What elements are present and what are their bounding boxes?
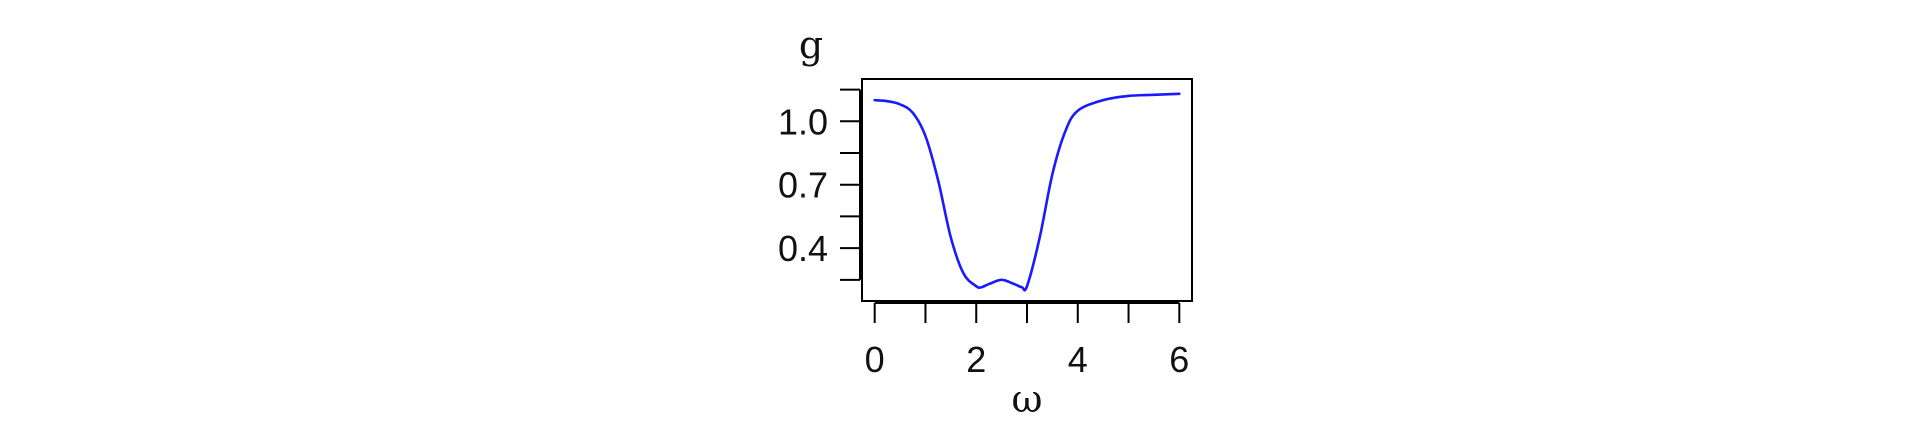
y-tick-label: 0.4 xyxy=(778,228,828,269)
x-axis-title: ω xyxy=(1012,377,1043,421)
x-tick-label: 6 xyxy=(1169,339,1189,380)
y-tick-label: 0.7 xyxy=(778,165,828,206)
x-tick-label: 4 xyxy=(1068,339,1088,380)
series-layer xyxy=(873,92,1181,292)
plot-frame xyxy=(861,78,1193,302)
x-tick-label: 2 xyxy=(966,339,986,380)
y-axis: 0.4 0.7 1.0 xyxy=(778,88,861,281)
x-tick-label: 0 xyxy=(865,339,885,380)
y-axis-title: g xyxy=(799,23,823,67)
series-line xyxy=(873,92,1181,292)
x-axis: 0 2 4 6 xyxy=(865,302,1189,380)
y-tick-label: 1.0 xyxy=(778,101,828,142)
